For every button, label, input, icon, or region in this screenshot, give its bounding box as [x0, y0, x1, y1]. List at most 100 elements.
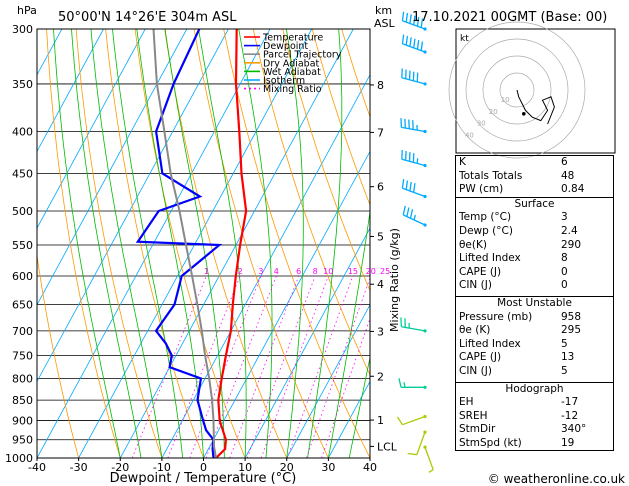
- pressure-tick-label: 950: [12, 434, 33, 447]
- mixing-ratio-label: 4: [274, 267, 279, 276]
- wet-adiabat-line: [369, 456, 370, 458]
- wet-adiabat-line: [53, 29, 121, 458]
- mixing-ratio-label: 20: [366, 267, 376, 276]
- wind-barb-base: [423, 329, 427, 333]
- hodograph-row: StmDir 340°: [459, 423, 587, 436]
- most-unstable-row: CAPE (J) 13: [459, 351, 575, 364]
- most-unstable-row: θe (K) 295: [459, 324, 582, 337]
- km-tick-label: 6: [377, 181, 384, 194]
- km-tick-label: 3: [377, 325, 384, 338]
- km-tick-label: 2: [377, 370, 384, 383]
- temperature-tick-label: 30: [321, 461, 335, 474]
- wind-barb: [401, 11, 427, 31]
- mixing-ratio-label: 2: [238, 267, 243, 276]
- index-row-totals: Totals Totals 48: [459, 169, 575, 182]
- most-unstable-box: Most Unstable Pressure (mb) 958 θe (K) 295…: [455, 296, 614, 383]
- wind-barb-feather: [420, 41, 424, 51]
- km-tick-label: 8: [377, 79, 384, 92]
- wet-adiabat-line: [307, 29, 343, 458]
- wet-adiabat-line: [348, 355, 370, 458]
- wind-barb: [398, 378, 427, 389]
- surface-row: CAPE (J) 0: [459, 265, 568, 278]
- isotherm-line: [244, 227, 370, 458]
- wind-barb-staff: [402, 415, 426, 426]
- wind-barb-feather: [409, 181, 412, 192]
- pressure-tick-label: 550: [12, 239, 33, 252]
- hodograph-title: Hodograph: [505, 382, 564, 395]
- wind-barb: [401, 150, 427, 168]
- mixing-ratio-line: [131, 275, 207, 458]
- legend-label: Mixing Ratio: [263, 84, 322, 95]
- series-dewpoint: [135, 29, 223, 458]
- wet-adiabat-line: [198, 29, 247, 458]
- mixing-ratio-label: 25: [380, 267, 390, 276]
- dry-adiabat-line: [282, 29, 370, 292]
- wind-barb-feather: [402, 205, 406, 215]
- wet-adiabat-line: [112, 29, 184, 458]
- wind-barb-base: [423, 445, 427, 449]
- most-unstable-row: CIN (J) 5: [459, 364, 568, 377]
- temperature-tick-label: 10: [238, 461, 252, 474]
- credit-label: © weatheronline.co.uk: [488, 472, 625, 486]
- dry-adiabat-line: [164, 29, 288, 458]
- isotherm-line: [37, 29, 104, 153]
- dry-adiabat-line: [311, 29, 370, 206]
- isotherm-line: [37, 29, 146, 229]
- wind-barb-feather: [401, 179, 405, 189]
- isotherm-line: [203, 150, 370, 458]
- km-tick-label: 4: [377, 278, 384, 291]
- wind-barb-feather: [407, 452, 417, 456]
- wind-barb-base: [423, 385, 427, 389]
- wind-barb-half-feather: [403, 382, 406, 388]
- isotherm-line: [119, 29, 354, 458]
- dry-adiabat-line: [134, 29, 246, 458]
- mixing-ratio-label: 1: [204, 267, 209, 276]
- hodograph-ring: [465, 38, 569, 142]
- pressure-tick-label: 750: [12, 349, 33, 362]
- wind-barb-half-feather: [428, 469, 434, 473]
- wind-barb-feather: [401, 34, 405, 44]
- wind-barb: [401, 179, 427, 199]
- wind-barb-feather: [413, 183, 416, 193]
- pressure-tick-label: 350: [12, 78, 33, 91]
- legend-label: Isotherm: [263, 76, 305, 87]
- mixing-ratio-line: [246, 275, 316, 458]
- mixing-ratio-label: 3: [258, 267, 263, 276]
- hodograph-unit-label: kt: [460, 34, 469, 44]
- dry-adiabat-line: [252, 29, 370, 376]
- wind-barb: [400, 317, 427, 333]
- wind-barb-base: [423, 414, 427, 419]
- mixing-ratio-line: [205, 275, 277, 458]
- wind-barb: [407, 430, 427, 456]
- hodograph-ring-label: 40: [465, 132, 474, 140]
- hodograph-ring-label: 20: [489, 108, 498, 116]
- wind-barb-feather: [396, 416, 403, 426]
- index-row-pw: PW (cm) 0.84: [459, 183, 585, 196]
- wet-adiabat-line: [286, 29, 304, 458]
- hodograph-frame: [455, 28, 616, 154]
- wind-barb-base: [423, 50, 427, 54]
- axes: 3003504004505005506006507007508008509009…: [5, 23, 398, 474]
- legend-label: Dewpoint: [263, 41, 308, 52]
- km-label: km: [375, 4, 392, 17]
- most-unstable-row: Pressure (mb) 958: [459, 310, 582, 323]
- legend-label: Parcel Trajectory: [263, 50, 342, 61]
- mixing-ratio-label: 6: [296, 267, 301, 276]
- wind-barb-feather: [405, 12, 409, 23]
- dry-adiabat-line: [105, 29, 204, 458]
- wet-adiabat-line: [164, 29, 225, 458]
- wind-barb-feather: [416, 17, 420, 27]
- wind-barb-feather: [409, 14, 412, 24]
- dry-adiabat-line: [223, 29, 370, 458]
- surface-row: CIN (J) 0: [459, 279, 568, 292]
- wind-barb-base: [423, 27, 427, 31]
- hodograph-row: SREH -12: [459, 409, 579, 422]
- wind-barb-feather: [401, 11, 405, 21]
- surface-row: Dewp (°C) 2.4: [459, 224, 578, 237]
- wind-barb: [401, 34, 427, 54]
- wind-barb-feather: [405, 180, 409, 190]
